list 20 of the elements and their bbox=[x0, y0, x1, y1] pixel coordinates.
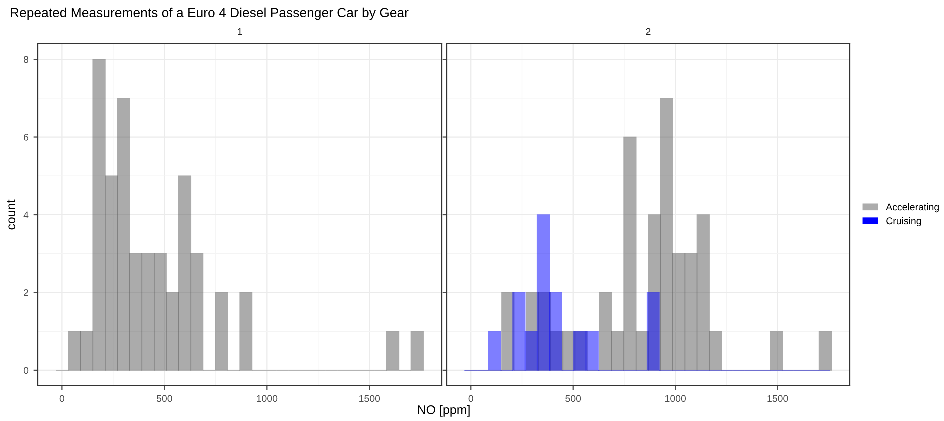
chart-title: Repeated Measurements of a Euro 4 Diesel Passenger Car by Gear bbox=[11, 8, 409, 20]
y-tick-label: 8 bbox=[24, 56, 29, 64]
x-tick-label: 1500 bbox=[360, 395, 380, 402]
legend-label: Cruising bbox=[886, 217, 922, 226]
chart-subtitle: 1 bbox=[238, 28, 242, 36]
y-tick-label: 4 bbox=[24, 212, 29, 219]
x-tick-label: 500 bbox=[566, 395, 582, 402]
x-tick-label: 1500 bbox=[768, 395, 788, 402]
chart-subtitle: 2 bbox=[646, 28, 651, 36]
x-tick-label: 0 bbox=[60, 395, 65, 402]
y-tick-label: 2 bbox=[24, 289, 28, 296]
x-axis-title: NO [ppm] bbox=[418, 405, 470, 417]
x-tick-label: 1000 bbox=[666, 395, 686, 402]
y-tick-label: 6 bbox=[24, 134, 29, 141]
x-tick-label: 0 bbox=[468, 395, 474, 402]
x-tick-label: 1000 bbox=[257, 395, 278, 402]
y-axis-title: count bbox=[7, 200, 16, 230]
y-tick-label: 0 bbox=[24, 367, 29, 374]
legend-label: Accelerating bbox=[886, 204, 939, 213]
x-tick-label: 500 bbox=[156, 395, 172, 402]
